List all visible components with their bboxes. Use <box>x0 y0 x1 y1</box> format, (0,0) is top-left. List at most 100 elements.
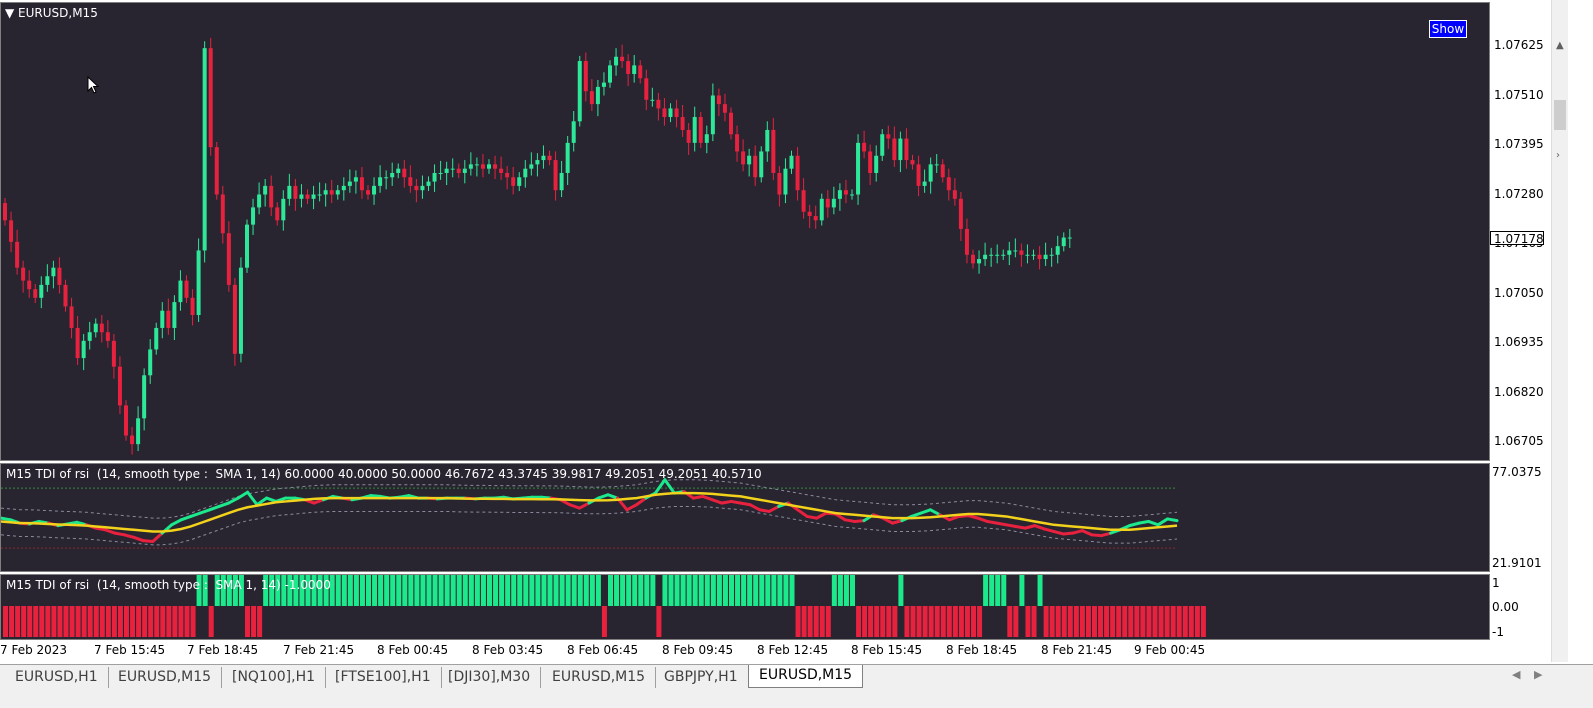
histogram-bar <box>517 575 523 606</box>
candle <box>620 44 625 68</box>
tdi-rsi-price-line <box>767 504 781 513</box>
histogram-bar <box>777 575 783 606</box>
histogram-axis-label: 0.00 <box>1492 600 1519 614</box>
scrollbar-thumb[interactable] <box>1554 100 1566 130</box>
chart-tab[interactable]: [FTSE100],H1 <box>325 667 442 688</box>
chart-tab[interactable]: EURUSD,M15 <box>542 667 657 688</box>
histogram-bar <box>662 575 668 606</box>
histogram-bar <box>1098 606 1104 637</box>
candle <box>1055 235 1060 264</box>
histogram-bar <box>178 606 184 637</box>
candle <box>850 189 854 200</box>
histogram-bar <box>595 575 601 606</box>
histogram-bar <box>190 606 196 637</box>
tdi-rsi-price-line <box>94 526 107 532</box>
candle <box>359 166 364 199</box>
time-axis-label: 8 Feb 00:45 <box>377 643 449 657</box>
histogram-bar <box>1073 606 1079 637</box>
tdi-rsi-price-line <box>1090 533 1103 538</box>
histogram-bar <box>426 575 432 606</box>
candle <box>21 260 26 293</box>
histogram-bar <box>1019 575 1025 606</box>
histogram-bar <box>789 575 795 606</box>
candle <box>771 117 776 180</box>
histogram-bar <box>1200 606 1206 637</box>
candle <box>263 179 268 207</box>
candle <box>432 164 437 192</box>
tdi-rsi-price-line <box>815 511 828 520</box>
histogram-bar <box>1092 606 1097 637</box>
candle <box>87 321 92 350</box>
histogram-bar <box>384 575 390 606</box>
candle <box>807 204 812 229</box>
candle <box>299 184 304 208</box>
tdi-rsi-price-line <box>369 494 382 498</box>
time-axis-label: 7 Feb 15:45 <box>94 643 166 657</box>
histogram-bar <box>741 575 747 606</box>
vertical-scrollbar[interactable]: ▲ › <box>1551 0 1568 662</box>
candle <box>716 88 721 117</box>
candle <box>880 129 885 161</box>
candle <box>837 183 842 211</box>
histogram-bar <box>251 606 257 637</box>
candle <box>964 218 969 264</box>
histogram-bar <box>232 575 238 606</box>
chart-tab[interactable]: EURUSD,H1 <box>5 667 109 688</box>
tdi-rsi-price-line <box>919 508 932 515</box>
histogram-bar <box>130 606 136 637</box>
tab-scroll-left-icon[interactable]: ◀ <box>1512 668 1521 681</box>
histogram-bar <box>468 575 474 606</box>
tdi-histogram-pane[interactable]: M15 TDI of rsi (14, smooth type : SMA 1,… <box>0 574 1490 640</box>
tdi-rsi-price-line <box>843 518 857 523</box>
candle <box>674 99 679 128</box>
tdi-band-line <box>1 505 1178 546</box>
price-axis-label: 1.07280 <box>1494 186 1544 201</box>
price-chart-pane[interactable]: ▼ EURUSD,M15 Show <box>0 2 1490 461</box>
show-button[interactable]: Show <box>1429 20 1467 38</box>
candle <box>438 160 443 180</box>
tdi-rsi-price-line <box>909 511 923 518</box>
candle <box>698 111 703 149</box>
scroll-up-arrow-icon[interactable]: ▲ <box>1556 40 1564 51</box>
candle <box>293 179 298 211</box>
histogram-bar <box>1152 606 1158 637</box>
candle <box>916 155 921 197</box>
tdi-rsi-price-line <box>227 496 240 505</box>
scroll-right-arrow-icon[interactable]: › <box>1556 150 1560 161</box>
chart-tab-bar: EURUSD,H1 EURUSD,M15 [NQ100],H1 [FTSE100],H… <box>0 664 1593 688</box>
candle <box>480 154 485 178</box>
chart-window[interactable]: ▼ EURUSD,M15 Show M15 TDI of rsi (14, sm… <box>0 0 1568 662</box>
histogram-bar <box>1140 606 1146 637</box>
histogram-bar <box>341 575 347 606</box>
candle <box>148 339 153 384</box>
tdi-rsi-price-line <box>255 496 269 507</box>
candle <box>535 153 540 177</box>
candle <box>819 193 824 226</box>
chart-tab[interactable]: [NQ100],H1 <box>222 667 327 688</box>
histogram-bar <box>257 606 263 637</box>
candle <box>940 159 945 183</box>
candle <box>414 179 419 203</box>
tdi-indicator-pane[interactable]: M15 TDI of rsi (14, smooth type : SMA 1,… <box>0 463 1490 572</box>
histogram-bar <box>305 575 311 606</box>
candle <box>831 186 836 215</box>
histogram-bar <box>505 575 511 606</box>
candle <box>462 160 467 184</box>
candle <box>172 295 177 340</box>
candle <box>396 163 401 179</box>
tdi-rsi-price-line <box>265 496 278 503</box>
candle <box>783 158 788 204</box>
candle <box>1061 232 1066 252</box>
chart-tab[interactable]: [DJI30],M30 <box>438 667 542 688</box>
candle <box>608 60 612 88</box>
chart-tab[interactable]: EURUSD,M15 <box>108 667 223 688</box>
candle <box>353 170 358 194</box>
candle <box>686 123 691 155</box>
candle <box>644 69 649 111</box>
chart-tab[interactable]: GBPJPY,H1 <box>654 667 749 688</box>
price-chart-svg <box>3 37 1072 455</box>
candle <box>142 368 147 431</box>
chart-tab[interactable]: EURUSD,M15 <box>748 665 864 688</box>
candle <box>789 150 794 174</box>
tab-scroll-right-icon[interactable]: ▶ <box>1534 668 1543 681</box>
